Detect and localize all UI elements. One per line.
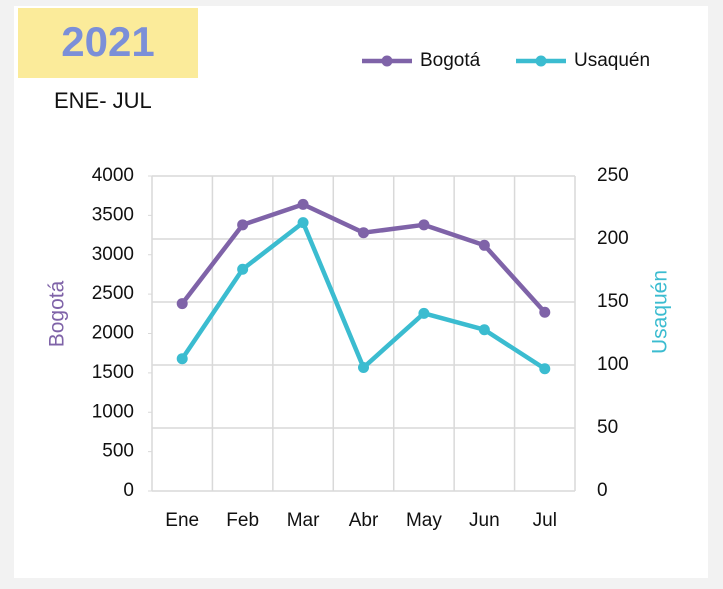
y-tick-label: 2500 xyxy=(92,283,134,304)
y2-tick-label: 250 xyxy=(597,165,629,186)
data-point xyxy=(418,219,430,231)
data-point xyxy=(539,363,551,375)
y-tick-label: 0 xyxy=(123,480,134,501)
data-point xyxy=(358,362,369,374)
chart-title: 2021 xyxy=(61,18,154,65)
x-tick-label: Mar xyxy=(287,510,320,531)
chart-subtitle: ENE- JUL xyxy=(54,88,152,113)
legend-marker xyxy=(535,55,547,67)
y2-tick-label: 200 xyxy=(597,228,629,249)
x-tick-label: May xyxy=(406,510,442,531)
x-tick-label: Jun xyxy=(469,510,500,531)
data-point xyxy=(478,239,490,251)
legend-label: Bogotá xyxy=(420,50,481,71)
data-point xyxy=(539,306,551,318)
y-tick-label: 1500 xyxy=(92,362,134,383)
y-tick-label: 3500 xyxy=(92,204,134,225)
x-tick-label: Ene xyxy=(165,510,199,531)
y-tick-label: 500 xyxy=(102,441,134,462)
data-point xyxy=(176,298,188,310)
legend-label: Usaquén xyxy=(574,50,650,71)
y2-tick-label: 50 xyxy=(597,417,618,438)
y2-tick-label: 0 xyxy=(597,480,608,501)
title-box xyxy=(18,8,198,78)
data-point xyxy=(176,353,188,365)
y-tick-label: 2000 xyxy=(92,323,134,344)
data-point xyxy=(358,227,369,239)
data-point xyxy=(237,219,249,231)
y2-axis-title: Usaquén xyxy=(649,270,672,354)
x-tick-label: Abr xyxy=(349,510,379,531)
x-tick-label: Jul xyxy=(533,510,557,531)
y-tick-label: 3000 xyxy=(92,244,134,265)
y-axis-title: Bogotá xyxy=(46,280,69,347)
data-point xyxy=(297,198,309,210)
data-point xyxy=(418,307,430,319)
y2-tick-label: 150 xyxy=(597,291,629,312)
legend-marker xyxy=(381,55,393,67)
x-tick-label: Feb xyxy=(226,510,259,531)
data-point xyxy=(237,263,249,275)
y-tick-label: 4000 xyxy=(92,165,134,186)
card xyxy=(14,6,708,578)
y-tick-label: 1000 xyxy=(92,401,134,422)
data-point xyxy=(478,324,490,336)
data-point xyxy=(297,217,309,229)
y2-tick-label: 100 xyxy=(597,354,629,375)
